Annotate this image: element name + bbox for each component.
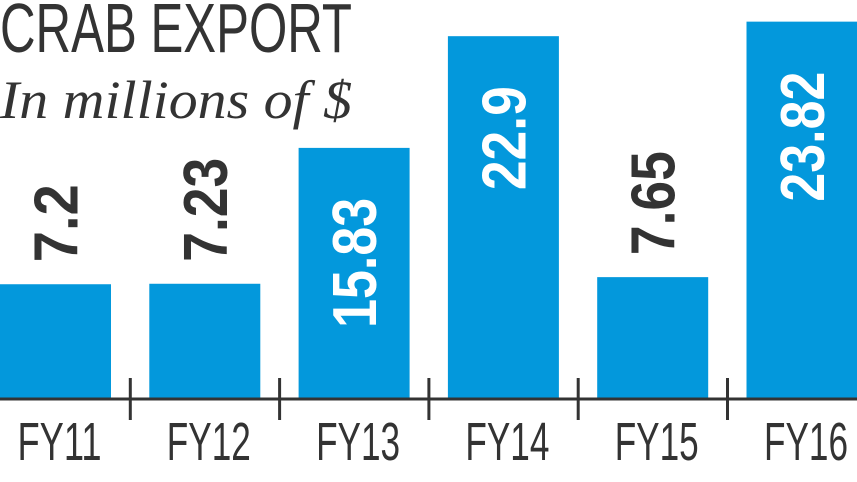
data-label: 15.83 — [321, 198, 390, 328]
chart-title: CRAB EXPORT — [0, 0, 352, 67]
data-label: 23.82 — [769, 72, 838, 202]
bar-FY11 — [0, 284, 111, 398]
x-tick-label: FY16 — [764, 412, 848, 472]
x-tick-label: FY13 — [316, 412, 400, 472]
data-label: 22.9 — [470, 86, 539, 190]
x-tick-label: FY14 — [465, 412, 549, 472]
data-label: 7.2 — [23, 184, 92, 262]
data-label: 7.65 — [620, 151, 689, 255]
data-label: 7.23 — [172, 158, 241, 262]
bar-FY14 — [447, 36, 559, 399]
bar-FY12 — [149, 283, 261, 398]
x-tick-label: FY15 — [615, 412, 699, 472]
x-tick-label: FY11 — [18, 412, 102, 472]
bar-FY13 — [298, 147, 410, 398]
x-tick-label: FY12 — [167, 412, 251, 472]
bar-FY16 — [746, 21, 857, 398]
chart-subtitle: In millions of $ — [0, 70, 352, 130]
bar-FY15 — [597, 277, 709, 398]
